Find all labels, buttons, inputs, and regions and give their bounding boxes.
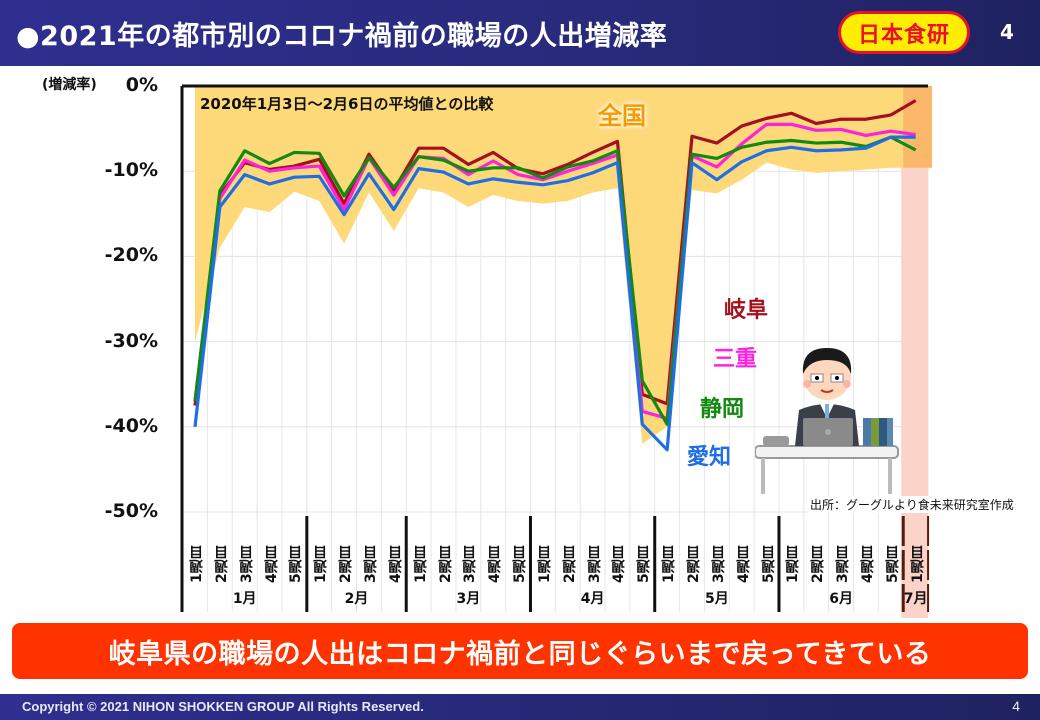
x-tick-label-month: 5月 <box>704 591 729 607</box>
x-tick-label-week: 2週目 <box>338 545 355 583</box>
footer-bar: Copyright © 2021 NIHON SHOKKEN GROUP All… <box>0 694 1040 720</box>
x-tick-label-week: 1週目 <box>313 545 330 583</box>
legend-label-gifu: 岐阜 <box>724 298 769 323</box>
area-national-highlight <box>903 86 933 168</box>
area-national <box>195 86 916 444</box>
legend-label-national: 全国 <box>598 102 646 130</box>
page-number-top: 4 <box>1000 20 1014 44</box>
slide-title: ●2021年の都市別のコロナ禍前の職場の人出増減率 <box>16 21 668 52</box>
company-logo: 日本食研 <box>838 11 970 54</box>
page-number-bottom: 4 <box>1012 698 1020 714</box>
y-axis-label: (増減率) <box>42 77 97 93</box>
x-tick-label-week: 2週目 <box>561 545 578 583</box>
series-line-mie <box>193 122 916 420</box>
x-tick-label-month: 3月 <box>456 591 481 607</box>
series-line-aichi <box>193 135 916 452</box>
x-tick-label-week: 2週目 <box>213 545 230 583</box>
x-tick-label-week: 3週目 <box>835 545 852 583</box>
x-tick-label-week: 4週目 <box>611 545 628 583</box>
x-tick-label-week: 3週目 <box>586 545 603 583</box>
copyright-text: Copyright © 2021 NIHON SHOKKEN GROUP All… <box>22 699 424 714</box>
x-tick-label-week: 1週目 <box>536 545 553 583</box>
x-tick-label-week: 4週目 <box>263 545 280 583</box>
series-line-gifu <box>193 99 917 406</box>
x-tick-label-month: 7月 <box>903 591 928 607</box>
y-tick-label: -30% <box>104 329 158 352</box>
x-tick-label-week: 5週目 <box>512 545 529 583</box>
y-tick-label: -10% <box>104 159 158 182</box>
x-tick-label-week: 4週目 <box>735 545 752 583</box>
highlight-band-july <box>901 86 928 618</box>
legend-label-aichi: 愛知 <box>687 445 732 470</box>
y-tick-label: 0% <box>125 74 158 96</box>
x-tick-label-month: 4月 <box>580 591 605 607</box>
legend-label-mie: 三重 <box>713 347 758 372</box>
x-tick-label-week: 1週目 <box>412 545 429 583</box>
source-annotation: 出所：グーグルより食未来研究室作成 <box>808 496 1016 513</box>
y-tick-label: -50% <box>104 500 158 522</box>
series-line-shizuoka <box>193 135 917 426</box>
x-tick-label-week: 5週目 <box>760 545 777 583</box>
x-tick-label-week: 3週目 <box>710 545 727 583</box>
x-tick-label-month: 1月 <box>232 591 257 607</box>
x-tick-label-week: 1週目 <box>661 545 678 583</box>
x-tick-label-week: 2週目 <box>810 545 827 583</box>
header-bar: ●2021年の都市別のコロナ禍前の職場の人出増減率 日本食研 4 <box>0 0 1040 66</box>
x-tick-label-week: 2週目 <box>686 545 702 583</box>
x-tick-label-week: 3週目 <box>462 545 479 583</box>
x-tick-label-week: 5週目 <box>636 545 653 583</box>
chart-subtitle: 2020年1月3日～2月6日の平均値との比較 <box>200 95 494 113</box>
x-tick-label-week: 1週目 <box>189 545 205 583</box>
x-tick-label-week: 1週目 <box>785 545 802 583</box>
y-tick-label: -20% <box>104 244 158 267</box>
x-tick-label-week: 5週目 <box>884 545 901 583</box>
office-worker-illustration <box>755 348 899 494</box>
y-tick-label: -40% <box>104 414 158 437</box>
x-tick-label-week: 5週目 <box>288 545 305 583</box>
x-tick-label-month: 2月 <box>344 591 369 607</box>
conclusion-banner: 岐阜県の職場の人出はコロナ禍前と同じぐらいまで戻ってきている <box>12 623 1028 679</box>
legend-label-shizuoka: 静岡 <box>700 397 745 422</box>
x-tick-label-week: 3週目 <box>362 545 379 583</box>
x-tick-label-week: 4週目 <box>859 545 876 583</box>
logo-text: 日本食研 <box>857 22 950 48</box>
x-tick-label-week: 3週目 <box>238 545 255 583</box>
x-tick-label-week: 2週目 <box>437 545 454 583</box>
x-tick-label-month: 6月 <box>829 591 853 607</box>
x-tick-label-week: 1週目 <box>909 545 926 583</box>
conclusion-text: 岐阜県の職場の人出はコロナ禍前と同じぐらいまで戻ってきている <box>108 638 932 670</box>
x-tick-label-week: 4週目 <box>387 545 404 583</box>
x-tick-label-week: 4週目 <box>487 545 504 583</box>
